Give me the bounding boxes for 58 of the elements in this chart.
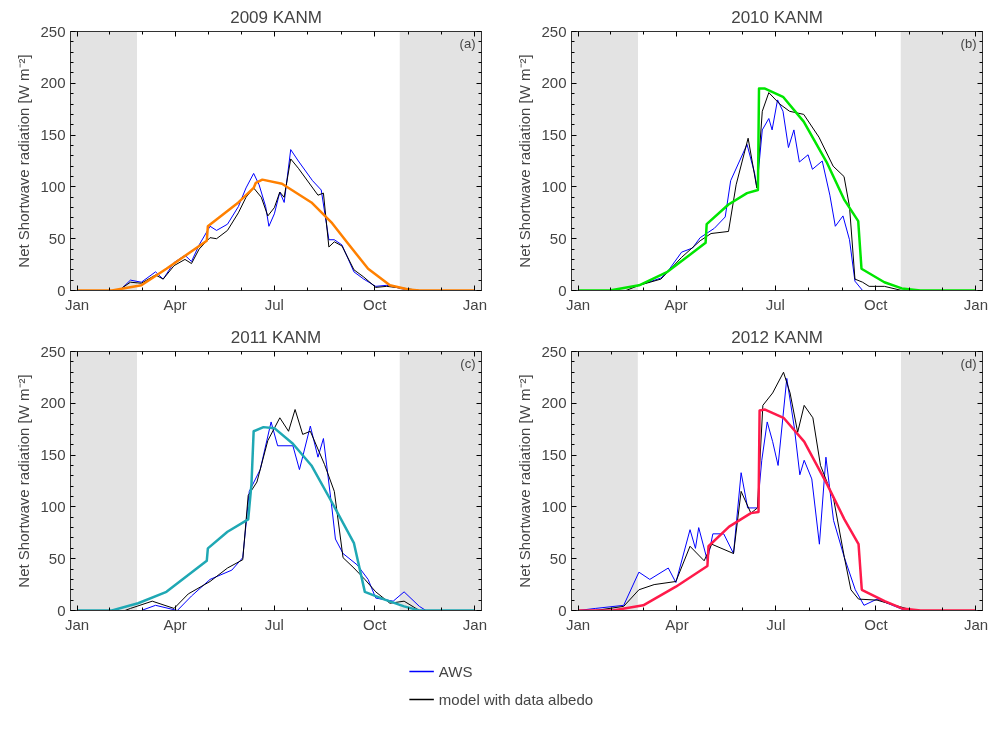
y-tick-label: 250 (40, 22, 66, 40)
x-tick-label: Jan (64, 295, 90, 313)
y-tick-label: 200 (40, 394, 66, 412)
y-tick-label: 0 (558, 601, 567, 619)
chart-title: 2011 KANM (230, 327, 322, 347)
y-tick-label: 50 (549, 549, 567, 567)
x-tick-label: Jul (264, 615, 284, 633)
y-tick-label: 50 (549, 229, 567, 247)
y-tick-label: 150 (40, 126, 66, 144)
x-tick-label: Jan (963, 295, 989, 313)
y-tick-label: 250 (541, 342, 567, 360)
y-tick-label: 250 (541, 22, 567, 40)
x-tick-label: Oct (362, 615, 388, 633)
y-tick-label: 100 (40, 497, 66, 515)
x-tick-label: Jul (765, 295, 785, 313)
y-tick-label: 50 (48, 229, 66, 247)
y-tick-label: 200 (541, 74, 567, 92)
y-tick-label: 150 (40, 446, 66, 464)
y-tick-label: 200 (40, 74, 66, 92)
x-tick-label: Apr (664, 295, 688, 313)
y-tick-label: 150 (541, 446, 567, 464)
x-tick-label: Apr (163, 295, 187, 313)
x-tick-label: Oct (863, 295, 889, 313)
chart-title: 2009 KANM (230, 7, 322, 27)
y-tick-label: 200 (541, 394, 567, 412)
y-tick-label: 250 (40, 342, 66, 360)
legend-label: model with data albedo (438, 690, 594, 708)
y-tick-label: 100 (541, 177, 567, 195)
y-tick-label: 100 (40, 177, 66, 195)
chart-title: 2012 KANM (731, 327, 823, 347)
x-tick-label: Jan (963, 615, 989, 633)
y-tick-label: 150 (541, 126, 567, 144)
annotation: (d) (960, 355, 977, 371)
annotation: (c) (460, 355, 476, 371)
y-tick-label: 0 (57, 601, 66, 619)
y-axis-title: Net Shortwave radiation [W m⁻²] (516, 54, 534, 268)
annotation: (b) (960, 35, 977, 51)
x-tick-label: Jul (264, 295, 284, 313)
y-tick-label: 0 (57, 281, 66, 299)
x-tick-label: Jan (64, 615, 90, 633)
x-tick-label: Jul (766, 615, 786, 633)
annotation: (a) (459, 35, 476, 51)
x-tick-label: Oct (864, 615, 889, 633)
y-axis-title: Net Shortwave radiation [W m⁻²] (15, 374, 33, 588)
y-tick-label: 100 (541, 497, 567, 515)
chart-title: 2010 KANM (731, 7, 823, 27)
y-tick-label: 0 (558, 281, 567, 299)
x-tick-label: Apr (665, 615, 689, 633)
y-tick-label: 50 (48, 549, 66, 567)
x-tick-label: Apr (163, 615, 187, 633)
legend-label: AWS (438, 662, 473, 680)
x-tick-label: Oct (362, 295, 388, 313)
x-tick-label: Jan (462, 295, 488, 313)
x-tick-label: Jan (565, 295, 591, 313)
x-tick-label: Jan (462, 615, 488, 633)
y-axis-title: Net Shortwave radiation [W m⁻²] (15, 54, 33, 268)
x-tick-label: Jan (565, 615, 591, 633)
y-axis-title: Net Shortwave radiation [W m⁻²] (516, 374, 534, 588)
